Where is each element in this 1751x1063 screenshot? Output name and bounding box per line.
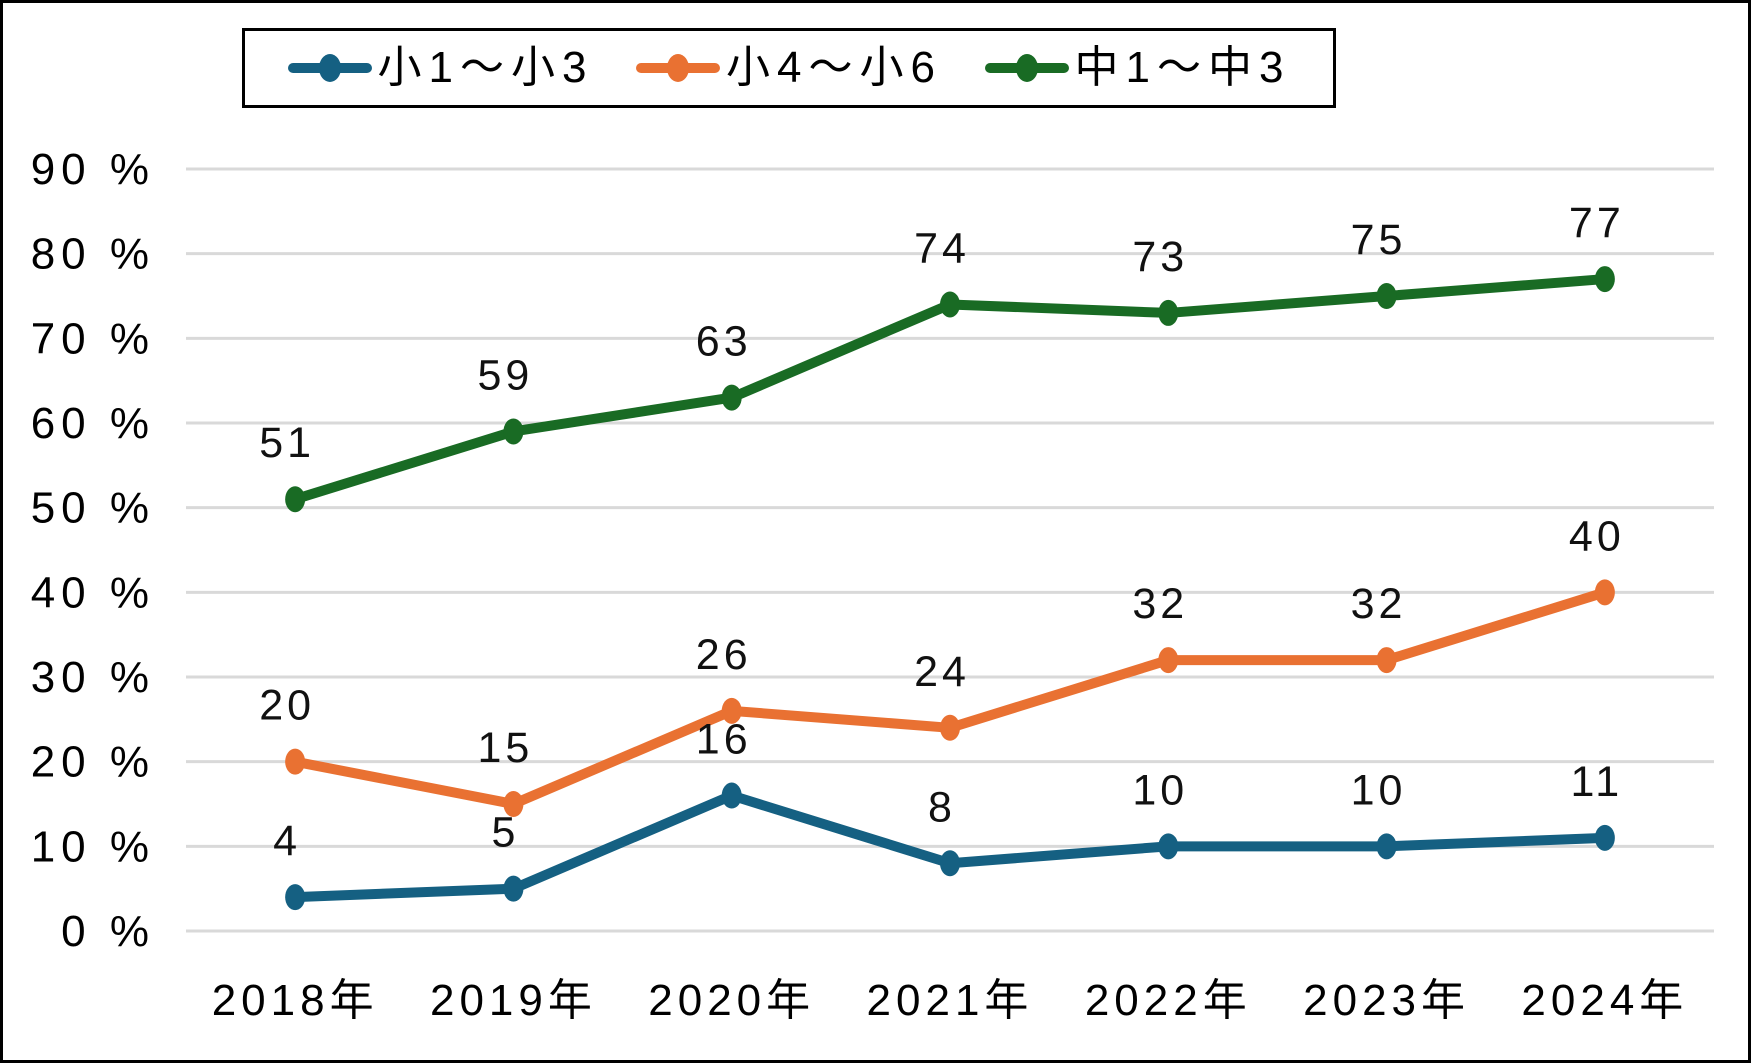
legend-item-sho1-3: 小1～小3 — [287, 43, 594, 92]
data-point-marker — [503, 791, 524, 817]
y-axis-tick-label: 10 % — [31, 822, 155, 871]
data-point-marker — [721, 697, 742, 724]
y-axis-tick-label: 80 % — [31, 230, 155, 279]
data-point-marker — [940, 850, 960, 877]
data-label: 59 — [478, 351, 534, 399]
y-axis-tick-label: 60 % — [31, 399, 155, 448]
y-axis-tick-label: 70 % — [31, 314, 155, 363]
y-axis-tick-label: 20 % — [31, 738, 155, 787]
data-label: 77 — [1569, 199, 1625, 247]
x-axis-category-label: 2019年 — [430, 976, 597, 1025]
data-label: 10 — [1351, 766, 1407, 814]
data-label: 32 — [1132, 580, 1188, 628]
data-point-marker — [285, 748, 306, 775]
chart-canvas: 0 % 10 % 20 % 30 % 40 % 50 % 60 % 70 % 80 % 90 % 2… — [31, 145, 1714, 1025]
data-point-marker — [940, 714, 960, 741]
legend-dot-swatch — [1015, 54, 1038, 82]
legend-item-chu1-3: 中1～中3 — [984, 43, 1291, 92]
y-axis-tick-label: 40 % — [31, 568, 155, 617]
data-label: 24 — [914, 648, 970, 696]
data-label: 10 — [1132, 766, 1188, 814]
series-line — [290, 587, 1610, 809]
legend-label: 小4～小6 — [726, 43, 942, 92]
line-marker-icon — [287, 53, 372, 83]
data-label: 5 — [491, 809, 519, 857]
legend: 小1～小3 小4～小6 中1～中3 — [242, 28, 1336, 108]
data-point-marker — [1594, 266, 1615, 293]
data-label: 4 — [273, 817, 301, 865]
data-label: 32 — [1351, 580, 1407, 628]
legend-item-sho4-6: 小4～小6 — [636, 46, 942, 90]
data-label: 26 — [696, 631, 752, 679]
x-axis-category-label: 2023年 — [1303, 976, 1470, 1025]
data-point-marker — [1594, 824, 1615, 851]
data-label: 8 — [928, 783, 956, 831]
x-axis-category-label: 2022年 — [1085, 976, 1252, 1025]
data-label: 74 — [914, 224, 970, 272]
x-axis-category-label: 2024年 — [1521, 976, 1688, 1025]
data-label: 40 — [1569, 512, 1625, 560]
data-point-marker — [1594, 579, 1615, 606]
data-point-marker — [285, 486, 306, 513]
data-point-marker — [1376, 647, 1397, 674]
data-label: 63 — [696, 318, 752, 366]
line-marker-icon — [984, 53, 1069, 83]
y-axis-tick-label: 90 % — [31, 145, 155, 194]
data-label: 15 — [478, 724, 534, 772]
data-label: 11 — [1571, 758, 1624, 806]
data-label: 75 — [1351, 216, 1407, 264]
data-point-marker — [721, 782, 742, 809]
data-point-marker — [721, 384, 742, 411]
data-point-marker — [503, 418, 524, 445]
legend-dot-swatch — [318, 54, 341, 82]
y-axis-tick-label: 50 % — [31, 484, 155, 533]
data-point-marker — [940, 291, 960, 318]
legend-label: 小1～小3 — [377, 43, 594, 92]
x-axis-category-label: 2020年 — [648, 976, 815, 1025]
legend-label: 中1～中3 — [1074, 43, 1291, 92]
x-axis-category-label: 2021年 — [867, 976, 1034, 1025]
data-label: 73 — [1132, 233, 1188, 281]
data-label: 16 — [696, 716, 752, 764]
data-label: 51 — [259, 419, 315, 467]
legend-dot-swatch — [667, 54, 690, 82]
line-marker-icon — [636, 53, 721, 83]
x-axis-category-label: 2018年 — [212, 976, 379, 1025]
y-axis-tick-label: 30 % — [31, 653, 155, 702]
data-label: 20 — [259, 682, 315, 730]
data-point-marker — [1376, 283, 1397, 309]
y-axis-tick-label: 0 % — [61, 907, 155, 956]
data-point-marker — [1158, 647, 1179, 674]
data-point-marker — [1158, 833, 1179, 860]
data-point-marker — [1376, 833, 1397, 860]
data-point-marker — [503, 875, 524, 902]
data-point-marker — [1158, 299, 1179, 326]
data-point-marker — [285, 884, 306, 911]
